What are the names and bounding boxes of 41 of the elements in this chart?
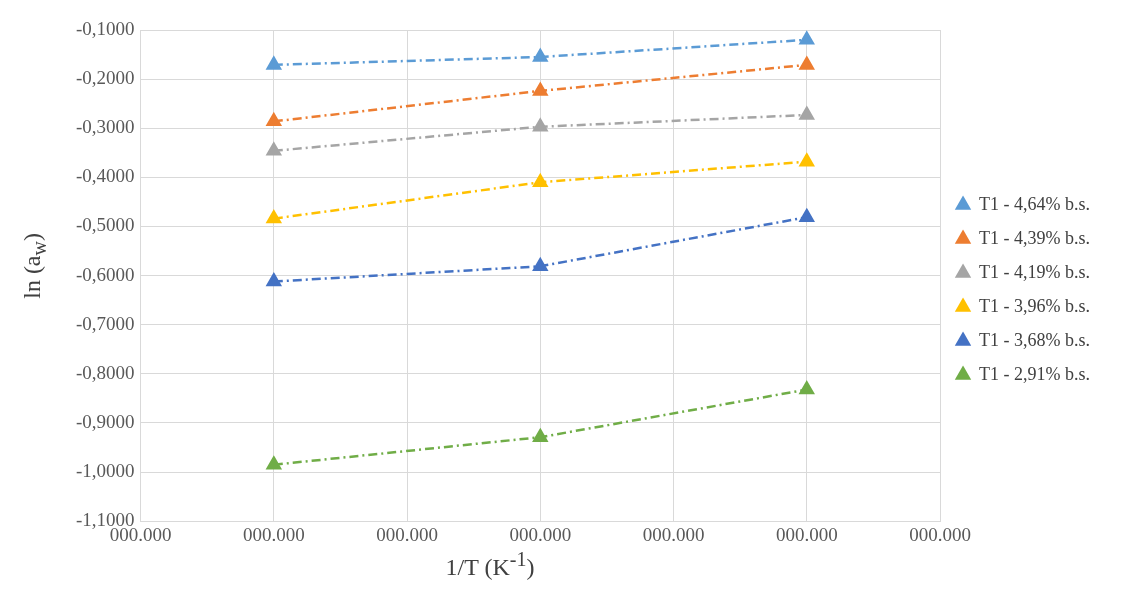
- point: [266, 273, 282, 287]
- y-tick-label: -1,0000: [76, 460, 135, 482]
- y-tick-label: -0,2000: [76, 67, 135, 89]
- legend-label: T1 - 4,19% b.s.: [979, 261, 1091, 282]
- x-tick-label: 000.000: [376, 523, 438, 545]
- point: [799, 381, 815, 395]
- point: [266, 113, 282, 127]
- point: [266, 210, 282, 224]
- y-tick-label: -0,4000: [76, 165, 135, 187]
- point: [532, 82, 548, 96]
- y-tick-label: -0,6000: [76, 263, 135, 285]
- point: [532, 174, 548, 188]
- x-tick-label: 000.000: [909, 523, 971, 545]
- legend-label: T1 - 4,64% b.s.: [979, 193, 1091, 214]
- y-tick-label: -0,5000: [76, 214, 135, 236]
- point: [799, 56, 815, 70]
- x-tick-label: 000.000: [775, 523, 838, 545]
- point: [266, 142, 282, 156]
- point: [532, 118, 548, 132]
- x-axis-title: 1/T (K$^{-1}$): [444, 548, 536, 581]
- y-tick-label: -0,9000: [76, 410, 135, 432]
- x-tick-label: 000.000: [242, 523, 305, 545]
- y-tick-label: -0,7000: [76, 312, 135, 334]
- y-tick-label: -0,8000: [76, 361, 135, 383]
- point: [532, 48, 548, 62]
- point: [266, 56, 282, 70]
- legend-label: T1 - 3,68% b.s.: [979, 329, 1091, 350]
- legend-label: T1 - 2,91% b.s.: [979, 363, 1091, 384]
- point: [532, 428, 548, 442]
- x-tick-label: 000.000: [642, 523, 705, 545]
- point: [799, 31, 815, 45]
- point: [799, 208, 815, 222]
- y-tick-label: -0,3000: [76, 116, 135, 138]
- legend-label: T1 - 4,39% b.s.: [979, 227, 1091, 248]
- point: [532, 258, 548, 272]
- y-tick-label: -0,1000: [76, 17, 135, 39]
- legend-label: T1 - 3,96% b.s.: [979, 295, 1091, 316]
- x-tick-label: 000.000: [509, 523, 572, 545]
- point: [799, 106, 815, 120]
- point: [266, 456, 282, 470]
- point: [799, 153, 815, 167]
